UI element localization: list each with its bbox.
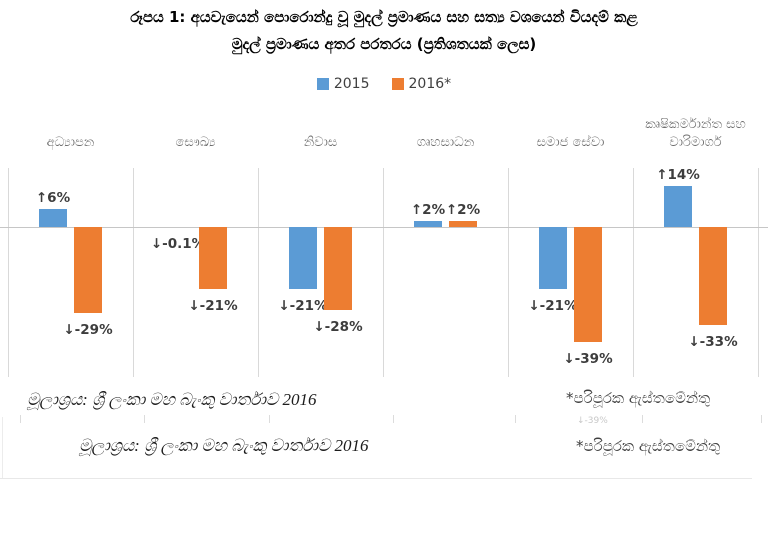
category-label: කෘෂිකර්මාන්ත සහ වාරිමාර්ග [645, 116, 746, 150]
bar-2016*-1 [199, 227, 227, 290]
bar-2015-5 [664, 185, 692, 227]
bar-label-2015-1: ↓-0.1% [150, 236, 206, 253]
bar-2016*-0 [74, 227, 102, 313]
category-label: සෞඛ්‍ය [175, 134, 216, 150]
cropped-label-artifact: ↓-39% [577, 416, 608, 423]
bar-label-2016*-1: ↓-21% [188, 298, 238, 315]
legend-swatch-icon [391, 78, 404, 90]
supplementary-note-row1: *පරිපූරක ඇස්තමේන්තු [566, 389, 711, 407]
chart-title-line2: මුදල් ප්‍රමාණය අතර පරතරය (ප්‍රතිශතයක් ලෙ… [231, 35, 537, 53]
gridline [258, 168, 259, 377]
bar-label-2016*-0: ↓-29% [63, 321, 113, 338]
bar-label-2016*-5: ↓-33% [688, 333, 738, 350]
legend-label: 2015 [333, 76, 370, 92]
chart-title: රූපය 1: අයවැයෙන් පොරොන්දු වූ මුදල් ප්‍රම… [0, 4, 768, 58]
gridline [508, 168, 509, 377]
gridline [8, 168, 9, 377]
category-label: නිවාස [303, 134, 338, 150]
gridline-artifact [515, 415, 516, 423]
category-label: සමාජ සේවා [536, 134, 605, 150]
bar-2015-3 [414, 221, 442, 227]
bar-2015-2 [289, 227, 317, 290]
gridline-artifact [20, 415, 21, 423]
bar-label-2015-2: ↓-21% [278, 298, 328, 315]
divider-line [2, 417, 3, 478]
gridline-artifact [144, 415, 145, 423]
gridline-artifact [393, 415, 394, 423]
supplementary-note-row2: *පරිපූරක ඇස්තමේන්තු [576, 437, 721, 455]
legend-item-2016: 2016* [391, 76, 452, 92]
x-axis-zero-line [0, 227, 768, 228]
bar-label-2015-0: ↑6% [35, 190, 71, 207]
bar-label-2016*-2: ↓-28% [313, 318, 363, 335]
bar-label-2016*-4: ↓-39% [563, 351, 613, 368]
category-label: අධ්‍යාපන [46, 134, 95, 150]
gridline [133, 168, 134, 377]
source-text-row2: මූලාශ්‍රය: ශ්‍රී ලංකා මහ බැංකු වාර්තාව 2… [79, 436, 369, 455]
bar-label-2015-3: ↑2% [410, 202, 446, 219]
bar-label-2015-4: ↓-21% [528, 298, 578, 315]
bar-label-2015-5: ↑14% [656, 166, 700, 183]
bar-label-2016*-3: ↑2% [445, 202, 481, 219]
gridline [758, 168, 759, 377]
gridline-artifact [761, 415, 762, 423]
chart-title-line1: රූපය 1: අයවැයෙන් පොරොන්දු වූ මුදල් ප්‍රම… [130, 8, 638, 26]
bar-2016*-3 [449, 221, 477, 227]
source-text-row1: මූලාශ්‍රය: ශ්‍රී ලංකා මහ බැංකු වාර්තාව 2… [27, 390, 317, 409]
bar-2016*-4 [574, 227, 602, 343]
bar-2016*-2 [324, 227, 352, 310]
category-label: ගෘහසාධන [416, 134, 475, 150]
legend-swatch-icon [316, 78, 329, 90]
legend-label: 2016* [408, 76, 452, 92]
bar-2015-4 [539, 227, 567, 290]
bar-2016*-5 [699, 227, 727, 325]
legend: 2015 2016* [0, 76, 768, 92]
bar-2015-0 [39, 209, 67, 227]
gridline-artifact [642, 415, 643, 423]
gridline [383, 168, 384, 377]
gridline [633, 168, 634, 377]
gridline-artifact [269, 415, 270, 423]
divider-line [0, 478, 752, 479]
legend-item-2015: 2015 [316, 76, 370, 92]
